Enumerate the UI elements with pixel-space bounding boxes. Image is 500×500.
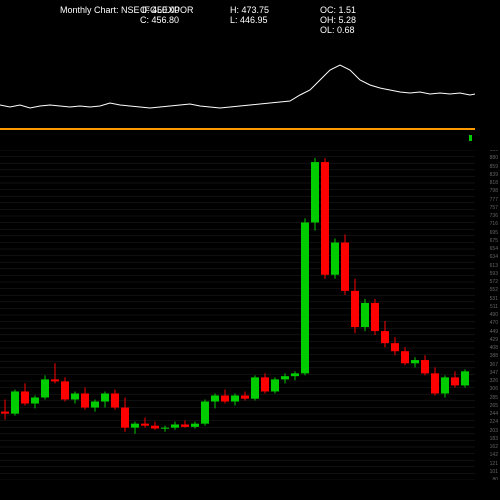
- oc-value: 1.51: [339, 5, 357, 15]
- axis-tick: 121: [490, 461, 498, 467]
- marker-icon: [469, 135, 472, 141]
- low-label: L:: [230, 15, 238, 25]
- axis-tick: 511: [490, 304, 498, 310]
- close-value: 456.80: [152, 15, 180, 25]
- high-label: H:: [230, 5, 239, 15]
- axis-tick: 777: [490, 197, 498, 203]
- axis-tick: 224: [490, 419, 498, 425]
- volume-panel: [0, 30, 475, 125]
- axis-tick: 552: [490, 287, 498, 293]
- axis-tick: 531: [490, 296, 498, 302]
- axis-tick: 265: [490, 403, 498, 409]
- axis-tick: 880: [490, 155, 498, 161]
- axis-tick: 142: [490, 452, 498, 458]
- oh-label: OH:: [320, 15, 336, 25]
- axis-tick: 675: [490, 238, 498, 244]
- axis-tick: 470: [490, 320, 498, 326]
- axis-tick: 388: [490, 353, 498, 359]
- axis-tick: 367: [490, 362, 498, 368]
- axis-tick: 162: [490, 444, 498, 450]
- axis-tick: 347: [490, 370, 498, 376]
- axis-tick: 306: [490, 386, 498, 392]
- axis-tick: 203: [490, 428, 498, 434]
- axis-tick: 798: [490, 188, 498, 194]
- axis-tick: 101: [490, 469, 498, 475]
- axis-tick: 695: [490, 230, 498, 236]
- axis-tick: 716: [490, 221, 498, 227]
- axis-tick: 736: [490, 213, 498, 219]
- axis-tick: 80: [492, 477, 498, 480]
- axis-tick: 839: [490, 172, 498, 178]
- axis-tick: 244: [490, 411, 498, 417]
- open-value: 450.00: [152, 5, 180, 15]
- low-value: 446.95: [240, 15, 268, 25]
- axis-tick: 900: [490, 150, 498, 153]
- axis-tick: 859: [490, 164, 498, 170]
- open-label: O:: [140, 5, 150, 15]
- ohlc-data: O: 450.00 H: 473.75 C: 456.80 L: 446.95: [140, 5, 290, 25]
- axis-tick: 429: [490, 337, 498, 343]
- oh-value: 5.28: [339, 15, 357, 25]
- axis-tick: 285: [490, 395, 498, 401]
- axis-tick: 757: [490, 205, 498, 211]
- axis-tick: 449: [490, 329, 498, 335]
- axis-tick: 818: [490, 180, 498, 186]
- close-label: C:: [140, 15, 149, 25]
- y-axis: 900 880 859 839 818 798 777 757 736 716 695 675 654 6…: [475, 150, 500, 480]
- volume-chart: [0, 30, 475, 125]
- axis-tick: 408: [490, 345, 498, 351]
- axis-tick: 654: [490, 246, 498, 252]
- price-panel: [0, 150, 475, 480]
- axis-tick: 634: [490, 254, 498, 260]
- axis-tick: 572: [490, 279, 498, 285]
- axis-tick: 183: [490, 436, 498, 442]
- high-value: 473.75: [242, 5, 270, 15]
- candlestick-chart: [0, 150, 475, 480]
- panel-divider: [0, 128, 475, 130]
- axis-tick: 613: [490, 263, 498, 269]
- oc-label: OC:: [320, 5, 336, 15]
- axis-tick: 593: [490, 271, 498, 277]
- axis-tick: 490: [490, 312, 498, 318]
- axis-tick: 326: [490, 378, 498, 384]
